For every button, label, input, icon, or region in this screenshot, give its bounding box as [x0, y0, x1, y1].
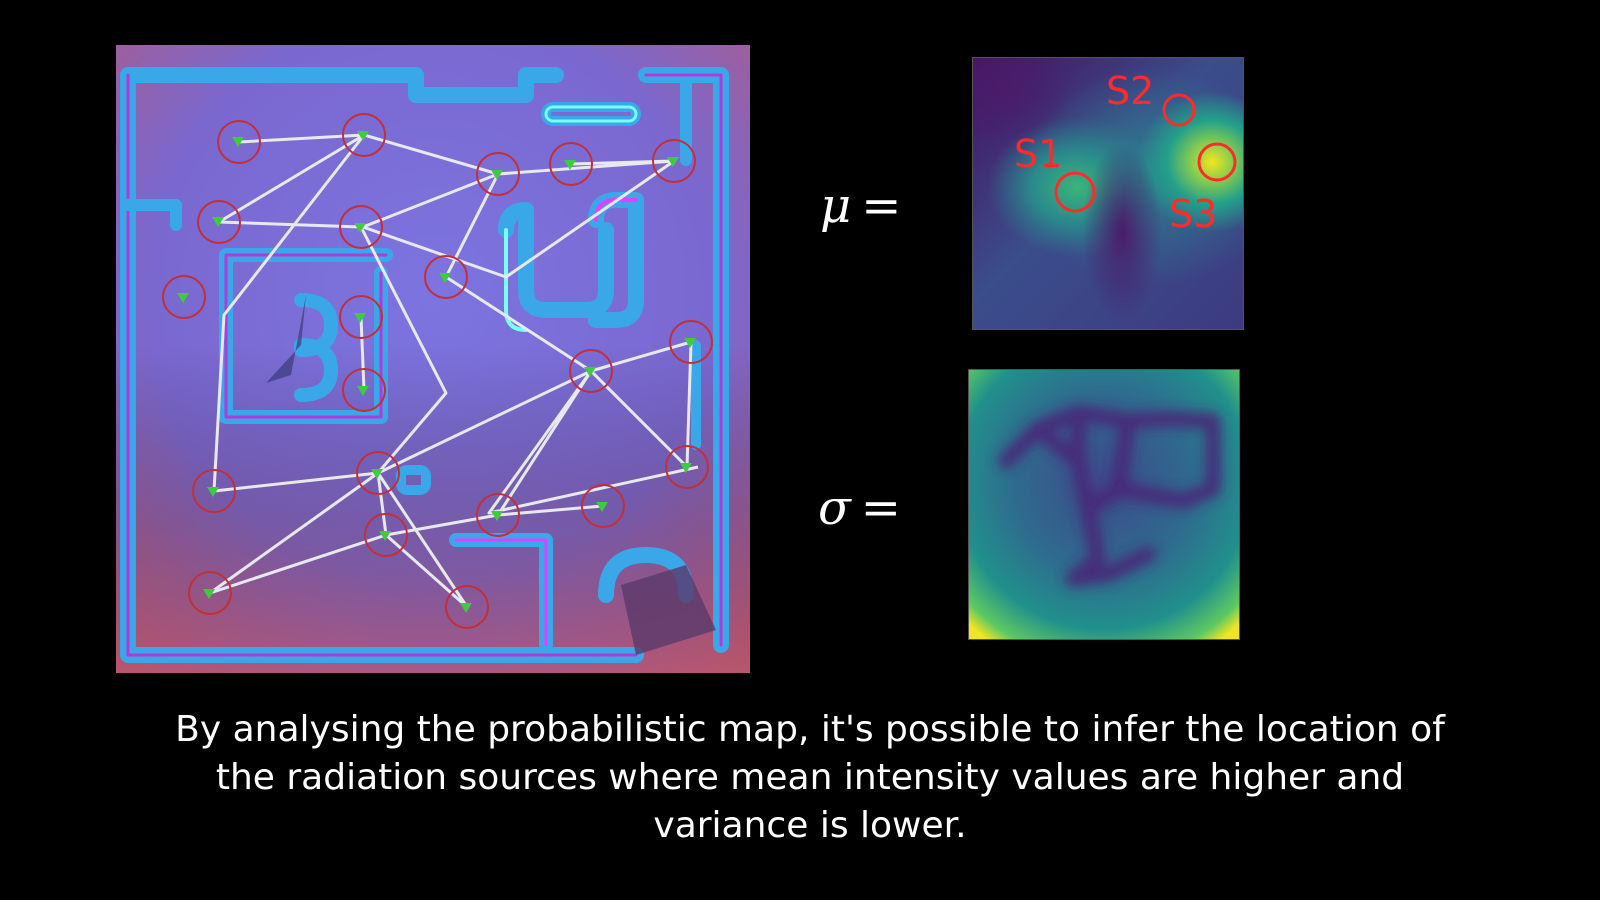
mean-heatmap-glow	[1137, 92, 1244, 232]
waypoint-marker	[339, 205, 383, 249]
mean-heatmap-dark	[972, 57, 1072, 147]
caption-line-3: variance is lower.	[653, 805, 967, 846]
mean-equals: =	[861, 178, 902, 234]
source-marker-s2	[1162, 93, 1196, 127]
source-marker-s1	[1054, 171, 1096, 213]
waypoints	[162, 113, 713, 629]
waypoint-marker	[549, 142, 593, 186]
slide-caption: By analysing the probabilistic map, it's…	[60, 706, 1560, 850]
waypoint-marker	[342, 368, 386, 412]
caption-line-1: By analysing the probabilistic map, it's…	[175, 709, 1445, 750]
variance-heatmap-frame	[968, 369, 1240, 640]
waypoint-marker	[569, 349, 613, 393]
sigma-label: σ =	[818, 484, 901, 532]
waypoint-marker	[669, 320, 713, 364]
mean-symbol: μ	[820, 178, 852, 234]
map-shadow-region	[266, 295, 306, 383]
variance-heatmap	[968, 369, 1240, 640]
map-shadow-region	[621, 565, 716, 655]
waypoint-marker	[476, 152, 520, 196]
waypoint-marker	[339, 295, 383, 339]
waypoint-marker	[424, 255, 468, 299]
sigma-symbol: σ	[818, 480, 851, 536]
variance-low-trail	[998, 405, 1221, 587]
waypoint-marker	[445, 585, 489, 629]
waypoint-marker	[192, 469, 236, 513]
variance-heatmap-svg	[968, 369, 1240, 640]
caption-line-2: the radiation sources where mean intensi…	[215, 757, 1405, 798]
waypoint-marker	[188, 571, 232, 615]
exploration-map	[116, 45, 750, 673]
waypoint-marker	[652, 139, 696, 183]
mean-heatmap-svg: S1 S2 S3	[972, 57, 1244, 330]
waypoint-marker	[162, 275, 206, 319]
waypoint-marker	[217, 120, 261, 164]
mean-heatmap: S1 S2 S3	[972, 57, 1244, 330]
source-label-s2: S2	[1106, 69, 1154, 113]
source-label-s1: S1	[1014, 132, 1062, 176]
mean-heatmap-frame	[972, 57, 1244, 330]
source-marker-s3	[1197, 142, 1237, 182]
waypoint-marker	[476, 493, 520, 537]
exploration-map-svg	[116, 45, 750, 673]
waypoint-marker	[342, 113, 386, 157]
mean-label: μ =	[820, 182, 901, 230]
source-label-s3: S3	[1169, 192, 1217, 236]
waypoint-marker	[356, 451, 400, 495]
mean-heatmap-dark	[1082, 142, 1162, 322]
waypoint-marker	[197, 200, 241, 244]
waypoint-marker	[581, 484, 625, 528]
waypoint-marker	[665, 445, 709, 489]
sigma-equals: =	[860, 480, 901, 536]
waypoint-marker	[364, 513, 408, 557]
